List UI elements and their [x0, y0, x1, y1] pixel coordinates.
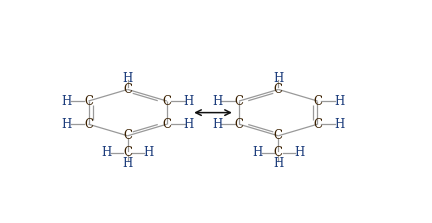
Text: C: C [235, 95, 244, 107]
Text: C: C [123, 83, 132, 96]
Text: H: H [102, 147, 112, 159]
Text: C: C [123, 129, 132, 142]
Text: C: C [274, 83, 283, 96]
Text: C: C [84, 95, 93, 107]
Text: H: H [273, 157, 283, 170]
Text: H: H [143, 147, 153, 159]
Text: H: H [334, 118, 344, 131]
Text: H: H [184, 95, 194, 107]
Text: C: C [274, 129, 283, 142]
Text: H: H [184, 118, 194, 131]
Text: H: H [252, 147, 263, 159]
Text: C: C [162, 95, 172, 107]
Text: C: C [84, 118, 93, 131]
Text: C: C [313, 95, 322, 107]
Text: H: H [123, 157, 133, 170]
Text: C: C [274, 147, 283, 159]
Text: H: H [62, 95, 72, 107]
Text: C: C [123, 147, 132, 159]
Text: C: C [313, 118, 322, 131]
Text: H: H [294, 147, 304, 159]
Text: H: H [212, 95, 222, 107]
Text: C: C [162, 118, 172, 131]
Text: H: H [334, 95, 344, 107]
Text: H: H [123, 72, 133, 85]
Text: H: H [62, 118, 72, 131]
Text: H: H [212, 118, 222, 131]
Text: C: C [235, 118, 244, 131]
Text: H: H [273, 72, 283, 85]
